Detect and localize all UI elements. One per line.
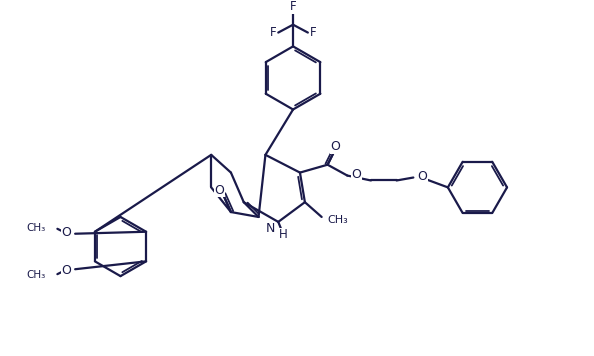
Text: F: F bbox=[270, 26, 277, 39]
Text: CH₃: CH₃ bbox=[327, 215, 348, 225]
Text: O: O bbox=[214, 184, 224, 197]
Text: CH₃: CH₃ bbox=[26, 270, 46, 280]
Text: O: O bbox=[351, 168, 361, 181]
Text: O: O bbox=[418, 170, 427, 183]
Text: F: F bbox=[309, 26, 316, 39]
Text: O: O bbox=[61, 226, 71, 239]
Text: CH₃: CH₃ bbox=[26, 223, 46, 233]
Text: H: H bbox=[279, 228, 287, 241]
Text: O: O bbox=[330, 141, 340, 153]
Text: F: F bbox=[290, 0, 296, 14]
Text: N: N bbox=[266, 222, 275, 235]
Text: O: O bbox=[61, 264, 71, 277]
